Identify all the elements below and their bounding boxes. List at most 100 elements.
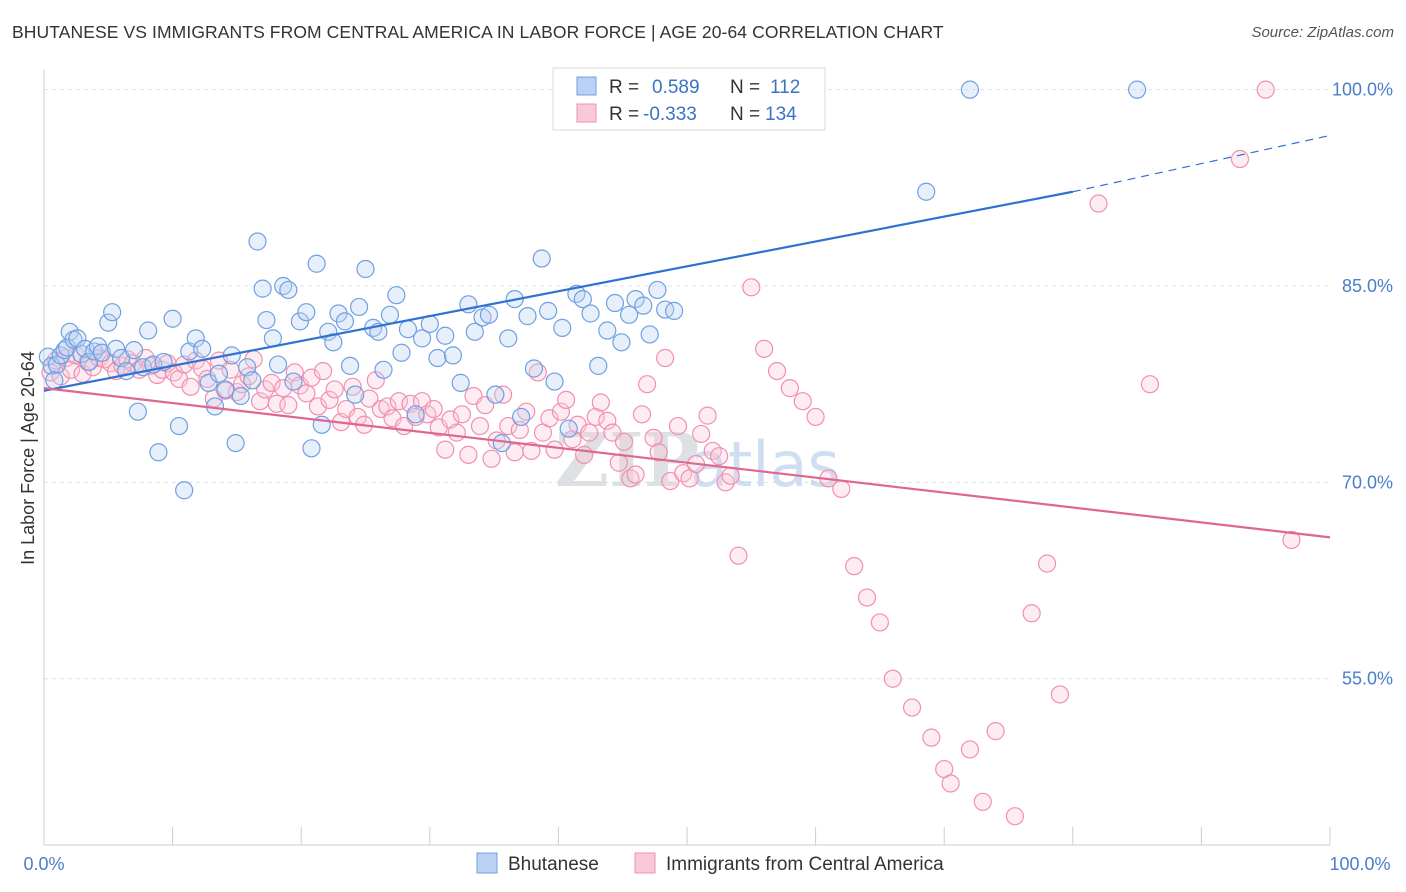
bhutanese-point-76: [443, 346, 463, 365]
bhutanese-point-16: [99, 313, 118, 332]
bhutanese-point-3: [47, 355, 66, 374]
immigrants-point-138: [986, 722, 1005, 741]
chart-source: Source: ZipAtlas.com: [1251, 24, 1394, 41]
bhutanese-point-26: [149, 443, 168, 462]
immigrants-point-88: [545, 440, 564, 459]
bhutanese-point-2: [45, 371, 64, 390]
series-legend: Bhutanese Immigrants from Central Americ…: [476, 852, 944, 875]
bhutanese-point-67: [380, 305, 400, 324]
immigrants-point-113: [692, 424, 711, 444]
bhutanese-point-63: [356, 259, 375, 279]
immigrants-point-84: [522, 441, 541, 461]
immigrants-point-114: [698, 406, 717, 425]
immigrants-point-94: [580, 423, 599, 442]
bhutanese-point-95: [573, 289, 592, 309]
immigrants-point-104: [638, 375, 657, 394]
bhutanese-point-39: [226, 433, 245, 453]
immigrants-point-103: [632, 405, 652, 424]
bhutanese-point-66: [374, 360, 393, 379]
immigrants-point-47: [308, 397, 328, 416]
immigrants-point-143: [1089, 194, 1108, 213]
bhutanese-point-15: [92, 343, 111, 362]
immigrants-point-56: [360, 389, 379, 408]
bhutanese-point-53: [302, 439, 321, 458]
bhutanese-point-87: [518, 307, 537, 326]
bhutanese-point-42: [243, 371, 262, 390]
immigrants-point-59: [378, 397, 397, 416]
immigrants-point-61: [389, 392, 409, 411]
immigrants-point-96: [591, 393, 610, 412]
immigrants-point-127: [832, 479, 851, 499]
immigrants-point-105: [644, 428, 663, 447]
watermark-atlas: atlas: [690, 428, 840, 501]
y-tick-label-100: 100.0%: [1332, 80, 1393, 100]
immigrants-point-144: [1140, 375, 1160, 394]
immigrants-point-75: [470, 416, 490, 436]
bhutanese-point-22: [128, 402, 147, 421]
immigrants-point-125: [806, 407, 825, 427]
immigrants-point-99: [609, 453, 628, 472]
bhutanese-point-50: [284, 372, 303, 391]
bhutanese-point-30: [175, 481, 194, 500]
immigrants-point-145: [1230, 149, 1250, 169]
bhutanese-point-100: [612, 333, 631, 352]
bhutanese-point-110: [960, 80, 980, 99]
immigrants-point-124: [793, 392, 812, 411]
stats-legend: R = 0.589 N = 112 R = -0.333 N = 134: [552, 67, 826, 131]
bhutanese-point-72: [412, 329, 432, 348]
bhutanese-trend-extension: [1072, 134, 1331, 193]
bhutanese-point-93: [559, 419, 578, 438]
series-legend-label-bhutanese: Bhutanese: [508, 854, 599, 875]
bhutanese-point-43: [248, 232, 267, 251]
bhutanese-point-29: [169, 416, 189, 436]
immigrants-point-79: [494, 385, 513, 404]
bhutanese-point-32: [186, 329, 205, 348]
immigrants-point-95: [586, 407, 605, 427]
bhutanese-point-62: [349, 297, 369, 317]
immigrants-point-119: [729, 546, 748, 565]
bhutanese-trend-line: [43, 190, 1074, 392]
immigrants-point-129: [857, 588, 877, 607]
series-legend-swatch-bhutanese: [476, 852, 498, 874]
immigrants-point-147: [1282, 530, 1301, 550]
immigrants-point-71: [447, 423, 466, 442]
x-tick-label-min: 0.0%: [23, 854, 64, 874]
immigrants-point-93: [575, 445, 594, 464]
bhutanese-point-74: [428, 348, 447, 368]
immigrants-point-69: [436, 440, 455, 459]
immigrants-point-91: [563, 430, 582, 449]
bhutanese-point-59: [335, 312, 355, 331]
series-bhutanese-points: [38, 80, 1147, 500]
bhutanese-point-24: [139, 321, 158, 340]
bhutanese-point-103: [634, 296, 653, 315]
bhutanese-point-92: [553, 318, 572, 337]
bhutanese-point-37: [216, 380, 235, 399]
immigrants-point-118: [721, 466, 740, 485]
bhutanese-point-109: [1127, 80, 1147, 99]
bhutanese-point-40: [231, 386, 250, 406]
bhutanese-point-90: [539, 301, 558, 320]
immigrants-point-146: [1256, 80, 1275, 99]
immigrants-point-70: [441, 410, 460, 429]
immigrants-point-107: [656, 348, 675, 368]
bhutanese-point-86: [512, 407, 531, 427]
immigrants-point-122: [767, 361, 787, 381]
immigrants-point-39: [262, 373, 281, 392]
bhutanese-point-44: [253, 279, 272, 298]
bhutanese-point-89: [532, 249, 551, 268]
immigrants-point-136: [960, 740, 980, 759]
bhutanese-point-81: [479, 305, 499, 324]
bhutanese-point-61: [346, 385, 365, 404]
bhutanese-point-98: [598, 321, 617, 340]
immigrants-point-77: [482, 449, 501, 468]
bhutanese-point-104: [640, 325, 659, 344]
bhutanese-point-99: [605, 293, 625, 313]
immigrants-point-25: [181, 377, 200, 396]
legend-r-label-2: R =: [609, 104, 639, 125]
y-tick-label-55: 55.0%: [1342, 669, 1393, 689]
immigrants-point-135: [941, 774, 960, 793]
series-legend-label-immigrants: Immigrants from Central America: [666, 854, 944, 875]
bhutanese-point-111: [917, 182, 936, 201]
immigrants-point-120: [742, 278, 761, 297]
